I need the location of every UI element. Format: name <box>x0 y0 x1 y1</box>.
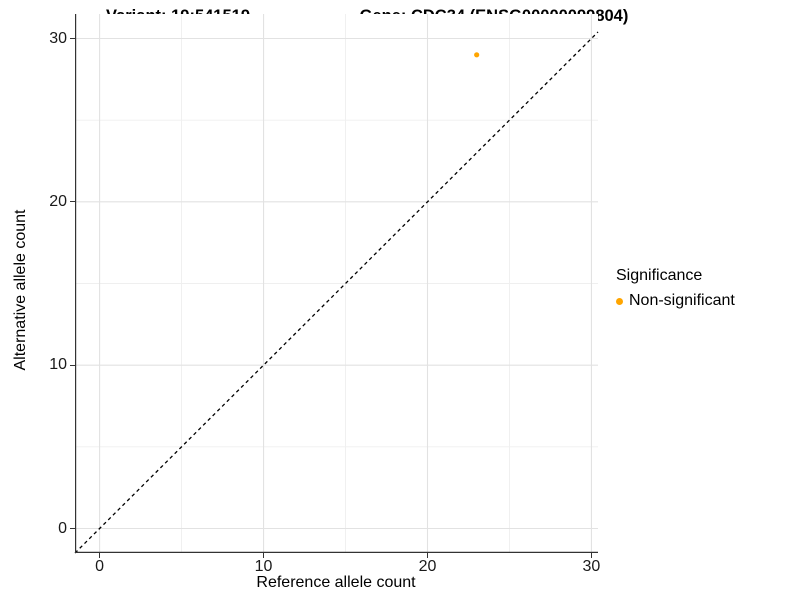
plot-canvas <box>74 14 599 554</box>
legend-title: Significance <box>616 267 703 284</box>
x-axis-tick <box>263 553 265 558</box>
identity-line <box>74 31 599 554</box>
x-tick-label: 30 <box>582 558 601 575</box>
x-axis-label: Reference allele count <box>256 574 416 591</box>
legend-item-label: Non-significant <box>629 292 735 309</box>
legend-point-swatch <box>616 297 623 305</box>
y-axis-label: Alternative allele count <box>12 209 29 371</box>
x-axis-tick <box>99 553 101 558</box>
y-tick-label: 10 <box>49 356 67 374</box>
legend: Significance Non-significant <box>616 267 735 310</box>
legend-item: Non-significant <box>616 292 735 310</box>
x-axis-tick <box>426 553 428 558</box>
y-axis-tick <box>70 201 75 203</box>
y-axis-tick <box>70 38 75 39</box>
y-axis-tick <box>70 364 75 366</box>
x-tick-label: 10 <box>254 558 273 575</box>
y-tick-label: 30 <box>49 29 67 47</box>
x-tick-label: 0 <box>95 558 105 575</box>
plot-panel <box>74 14 599 554</box>
y-tick-label: 0 <box>58 519 67 537</box>
x-tick-label: 20 <box>418 558 437 575</box>
y-tick-label: 20 <box>49 192 67 210</box>
x-axis-tick <box>590 553 592 558</box>
y-axis-tick <box>70 528 75 529</box>
data-point <box>474 52 480 58</box>
